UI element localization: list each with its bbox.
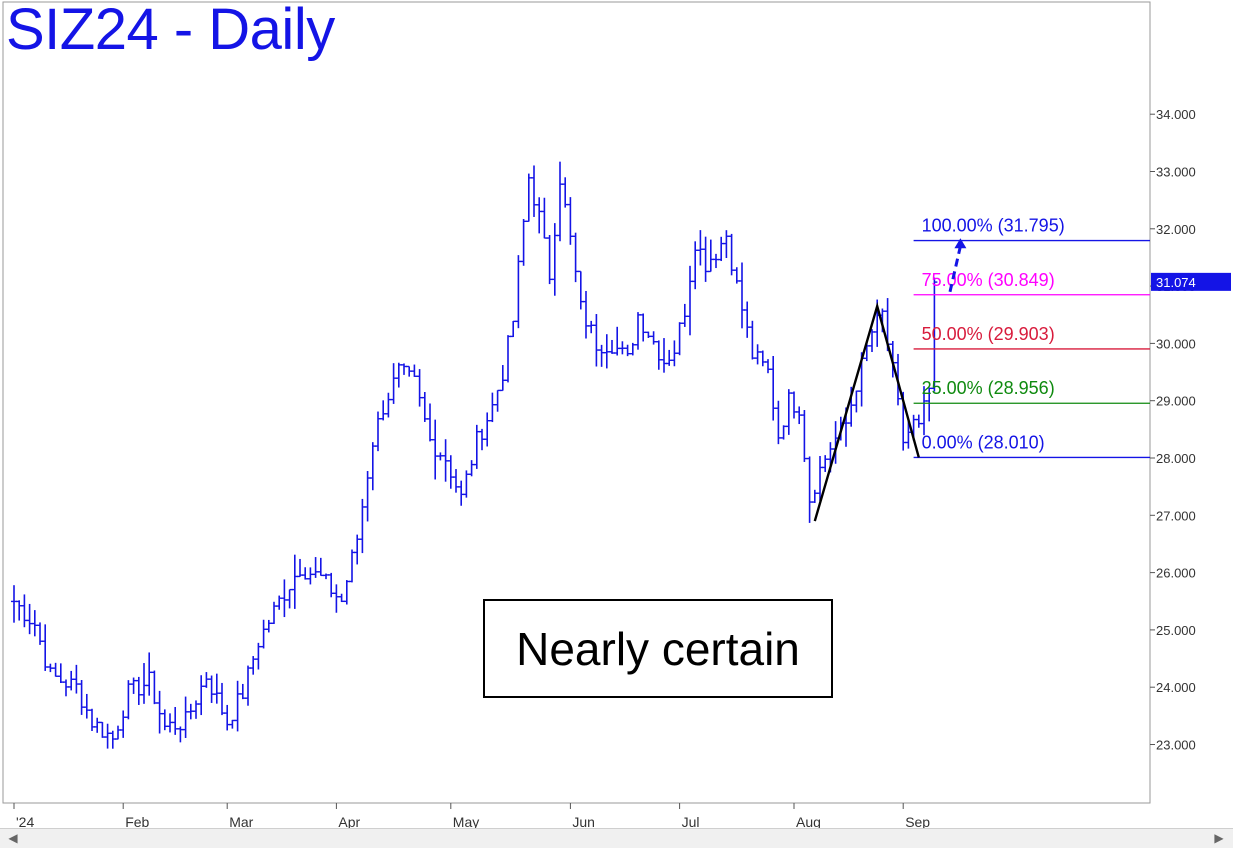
x-tick-label: Feb <box>125 814 149 830</box>
horizontal-scrollbar[interactable]: ◀ ▶ <box>0 828 1233 848</box>
x-tick-label: Sep <box>905 814 930 830</box>
x-tick-label: Aug <box>796 814 821 830</box>
fib-label: 75.00% (30.849) <box>922 270 1055 290</box>
x-tick-label: Jun <box>572 814 595 830</box>
ohlc-bars <box>11 161 938 749</box>
x-tick-label: '24 <box>16 814 34 830</box>
y-tick-label: 24.000 <box>1156 680 1196 695</box>
target-arrow-line <box>948 245 962 293</box>
x-tick-label: Jul <box>682 814 700 830</box>
y-tick-label: 29.000 <box>1156 394 1196 409</box>
target-arrow-head <box>954 238 967 249</box>
fib-label: 50.00% (29.903) <box>922 324 1055 344</box>
y-tick-label: 23.000 <box>1156 738 1196 753</box>
fib-label: 25.00% (28.956) <box>922 378 1055 398</box>
annotation-box: Nearly certain <box>483 599 833 698</box>
current-price-tag <box>1151 272 1231 291</box>
y-tick-label: 30.000 <box>1156 336 1196 351</box>
abc-pattern-line <box>813 301 920 522</box>
x-tick-label: May <box>453 814 479 830</box>
triangle-right-icon[interactable]: ▶ <box>1214 831 1224 845</box>
y-tick-label: 34.000 <box>1156 107 1196 122</box>
triangle-left-icon[interactable]: ◀ <box>8 831 18 845</box>
chart-title: SIZ24 - Daily <box>6 0 335 62</box>
annotation-text: Nearly certain <box>516 622 800 675</box>
x-tick-label: Apr <box>338 814 360 830</box>
y-tick-label: 27.000 <box>1156 508 1196 523</box>
y-tick-label: 25.000 <box>1156 623 1196 638</box>
y-tick-label: 33.000 <box>1156 165 1196 180</box>
ohlc-bar <box>931 277 938 392</box>
y-axis: 23.000 24.000 25.000 26.000 27.000 28.000 29.0… <box>1150 107 1231 753</box>
pattern-overlay <box>813 238 967 522</box>
current-price-label: 31.074 <box>1156 275 1196 290</box>
x-tick-label: Mar <box>229 814 253 830</box>
y-tick-label: 28.000 <box>1156 451 1196 466</box>
fib-label: 100.00% (31.795) <box>922 216 1065 236</box>
y-tick-label: 32.000 <box>1156 222 1196 237</box>
y-tick-label: 26.000 <box>1156 566 1196 581</box>
x-axis: '24 Feb Mar Apr May Jun Jul Aug Sep <box>13 803 930 830</box>
fib-label: 0.00% (28.010) <box>922 432 1045 452</box>
